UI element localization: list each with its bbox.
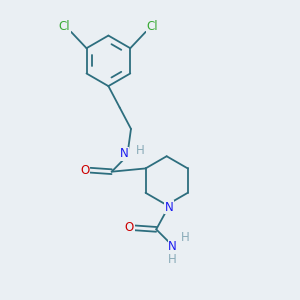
Text: H: H [168, 254, 177, 266]
Text: N: N [120, 147, 129, 161]
Text: O: O [125, 221, 134, 234]
Text: Cl: Cl [59, 20, 70, 33]
Text: Cl: Cl [146, 20, 158, 33]
Text: H: H [136, 144, 145, 157]
Text: H: H [181, 231, 189, 244]
Text: O: O [80, 164, 89, 177]
Text: N: N [168, 240, 177, 253]
Text: N: N [165, 201, 173, 214]
